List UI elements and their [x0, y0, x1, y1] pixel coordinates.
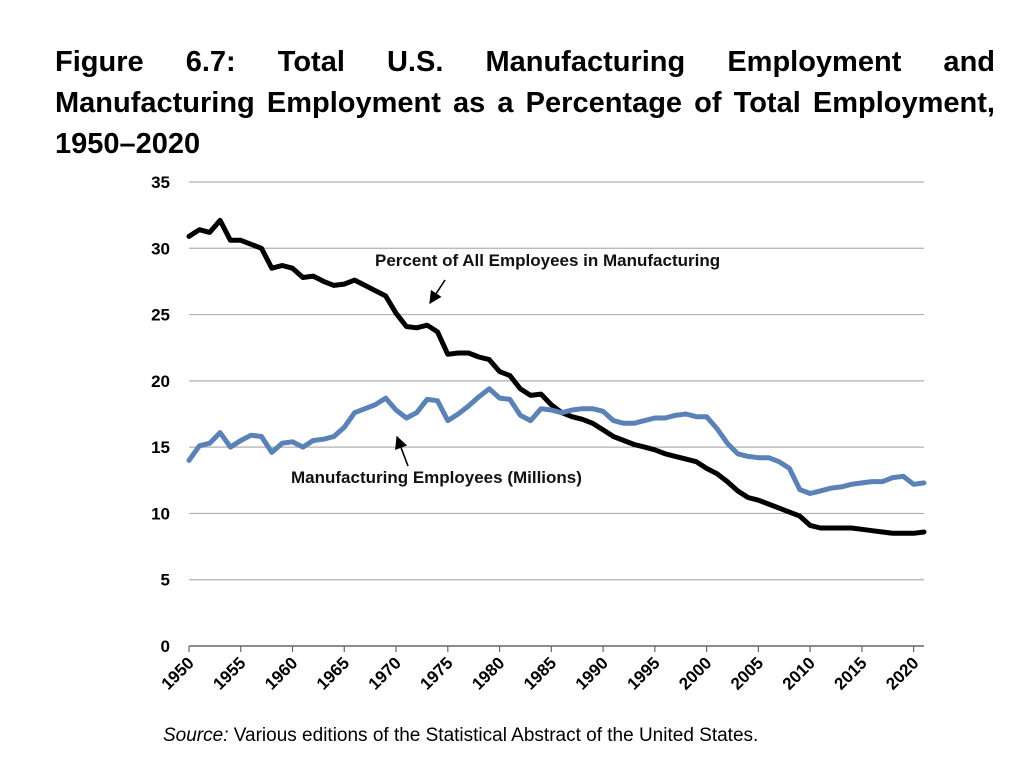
annotation-employees-label: Manufacturing Employees (Millions) [291, 468, 582, 487]
x-tick-label: 1960 [261, 653, 301, 693]
annotation-percent-arrow [429, 279, 446, 305]
line-chart: 0 5 10 15 20 25 30 35 1950 1955 1960 1965 1970 1975 1… [151, 173, 927, 694]
x-tick-label: 1965 [313, 653, 353, 693]
x-tick-label: 1990 [572, 653, 612, 693]
y-tick-label: 30 [151, 239, 170, 258]
y-tick-label: 20 [151, 372, 170, 391]
x-tick-label: 1950 [158, 653, 198, 693]
y-tick-label: 15 [151, 438, 170, 457]
figure-title: Figure 6.7: Total U.S. Manufacturing Emp… [55, 46, 995, 160]
x-tick-label: 2010 [779, 653, 819, 693]
x-tick-label: 1955 [209, 653, 249, 693]
source-text: Various editions of the Statistical Abst… [228, 725, 759, 746]
y-tick-label: 25 [151, 306, 170, 325]
x-tick-label: 2000 [675, 653, 715, 693]
annotation-employees-arrow [395, 435, 409, 467]
x-tick-label: 1995 [623, 653, 663, 693]
y-tick-label: 5 [161, 571, 170, 590]
y-tick-label: 35 [151, 173, 170, 192]
x-tick-label: 2005 [727, 653, 767, 693]
series-line-manufacturing-employees [186, 386, 927, 496]
annotation-percent-label: Percent of All Employees in Manufacturin… [375, 251, 720, 270]
y-tick-label: 10 [151, 504, 170, 523]
source-label: Source: [163, 725, 229, 746]
x-tick-label: 1985 [520, 653, 560, 693]
x-tick-label: 1970 [365, 653, 405, 693]
x-tick-label: 1975 [416, 653, 456, 693]
y-tick-label: 0 [161, 637, 170, 656]
x-tick-label: 2020 [882, 653, 922, 693]
source-note: Source: Various editions of the Statisti… [163, 725, 758, 747]
x-tick-label: 1980 [468, 653, 508, 693]
x-tick-label: 2015 [831, 653, 871, 693]
series-line-percent-manufacturing [186, 217, 927, 536]
